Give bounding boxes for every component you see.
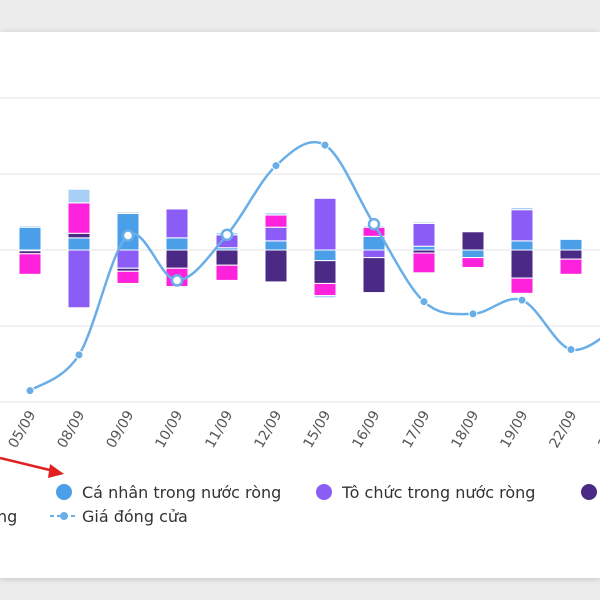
- bar-segment[interactable]: [313, 282, 337, 297]
- legend-marker-individual: [56, 484, 72, 500]
- bar-segment[interactable]: [116, 270, 140, 284]
- x-tick-label: 17/09: [399, 408, 433, 451]
- bar-segment[interactable]: [264, 212, 288, 216]
- bar-segment[interactable]: [510, 249, 534, 279]
- bar-segment[interactable]: [510, 206, 534, 211]
- red-arrow-head: [48, 464, 64, 478]
- x-tick-label: 18/09: [448, 408, 482, 451]
- bar-segment[interactable]: [67, 188, 91, 204]
- price-point[interactable]: [25, 386, 35, 396]
- gridlines: [0, 97, 600, 403]
- x-tick-label: 23/09: [595, 408, 600, 451]
- bar-segment[interactable]: [18, 253, 42, 275]
- bar-segment[interactable]: [362, 249, 386, 259]
- bar-segment[interactable]: [313, 197, 337, 251]
- bars: [18, 188, 583, 309]
- bar-segment[interactable]: [116, 211, 140, 215]
- bar-segment[interactable]: [461, 249, 485, 259]
- bar-segment[interactable]: [412, 222, 436, 247]
- price-point[interactable]: [468, 309, 478, 319]
- bar-segment[interactable]: [559, 258, 583, 275]
- legend-label-cut: ng: [0, 507, 17, 526]
- x-tick-label: 11/09: [202, 408, 236, 451]
- bar-segment[interactable]: [18, 225, 42, 228]
- legend-label-individual[interactable]: Cá nhân trong nước ròng: [82, 483, 281, 502]
- bar-segment[interactable]: [116, 249, 140, 269]
- x-tick-label: 09/09: [103, 408, 137, 451]
- x-tick-label: 16/09: [349, 408, 383, 451]
- x-axis-ticks: 05/09 08/09 09/09 10/09 11/09 12/09 15/09 16/09…: [5, 408, 600, 451]
- bar-segment[interactable]: [215, 249, 239, 266]
- bar-segment[interactable]: [313, 249, 337, 262]
- legend: Cá nhân trong nước ròng Tô chức trong nư…: [0, 456, 597, 526]
- legend-label-closing-price[interactable]: Giá đóng cửa: [82, 507, 188, 526]
- price-point[interactable]: [566, 345, 576, 355]
- chart: 05/09 08/09 09/09 10/09 11/09 12/09 15/09 16/09…: [0, 97, 600, 526]
- x-tick-label: 15/09: [300, 408, 334, 451]
- price-point[interactable]: [74, 350, 84, 360]
- x-tick-label: 19/09: [497, 408, 531, 451]
- legend-label-institutional[interactable]: Tô chức trong nước ròng: [341, 483, 535, 502]
- bar-segment[interactable]: [412, 252, 436, 274]
- bar-segment[interactable]: [67, 237, 91, 251]
- bar-segment[interactable]: [461, 231, 485, 251]
- red-arrow: [0, 456, 59, 474]
- bar-segment[interactable]: [165, 237, 189, 251]
- x-tick-label: 08/09: [54, 408, 88, 451]
- price-point[interactable]: [170, 274, 184, 287]
- bar-segment[interactable]: [510, 277, 534, 294]
- x-tick-label: 10/09: [152, 408, 186, 451]
- bar-segment[interactable]: [559, 249, 583, 260]
- bar-segment[interactable]: [362, 257, 386, 294]
- price-point[interactable]: [517, 295, 527, 305]
- price-point[interactable]: [367, 217, 381, 231]
- bar-segment[interactable]: [412, 221, 436, 224]
- bar-segment[interactable]: [264, 249, 288, 283]
- price-point[interactable]: [121, 229, 135, 242]
- bar-segment[interactable]: [559, 238, 583, 251]
- bar-segment[interactable]: [165, 249, 189, 269]
- closing-price-points: [25, 140, 576, 396]
- price-point[interactable]: [271, 161, 281, 171]
- bar-segment[interactable]: [67, 249, 91, 309]
- x-tick-label: 05/09: [5, 408, 39, 451]
- price-point[interactable]: [419, 297, 429, 307]
- bar-segment[interactable]: [264, 226, 288, 242]
- bar-segment[interactable]: [313, 260, 337, 284]
- price-point[interactable]: [220, 228, 234, 242]
- x-tick-label: 12/09: [251, 408, 285, 451]
- x-tick-label: 22/09: [546, 408, 580, 451]
- legend-line-marker-dot: [60, 512, 68, 520]
- legend-marker-institutional: [316, 484, 332, 500]
- bar-segment[interactable]: [67, 232, 91, 239]
- bar-segment[interactable]: [510, 209, 534, 242]
- bar-segment[interactable]: [313, 295, 337, 299]
- bar-segment[interactable]: [412, 245, 436, 251]
- bar-segment[interactable]: [264, 214, 288, 228]
- bar-segment[interactable]: [165, 208, 189, 239]
- bar-segment[interactable]: [215, 264, 239, 281]
- bar-segment[interactable]: [510, 240, 534, 251]
- bar-segment[interactable]: [67, 202, 91, 234]
- chart-card: 05/09 08/09 09/09 10/09 11/09 12/09 15/09 16/09…: [0, 32, 600, 578]
- price-point[interactable]: [320, 140, 330, 150]
- bar-segment[interactable]: [264, 240, 288, 251]
- bar-segment[interactable]: [18, 226, 42, 251]
- bar-segment[interactable]: [461, 257, 485, 268]
- legend-marker-dark: [581, 484, 597, 500]
